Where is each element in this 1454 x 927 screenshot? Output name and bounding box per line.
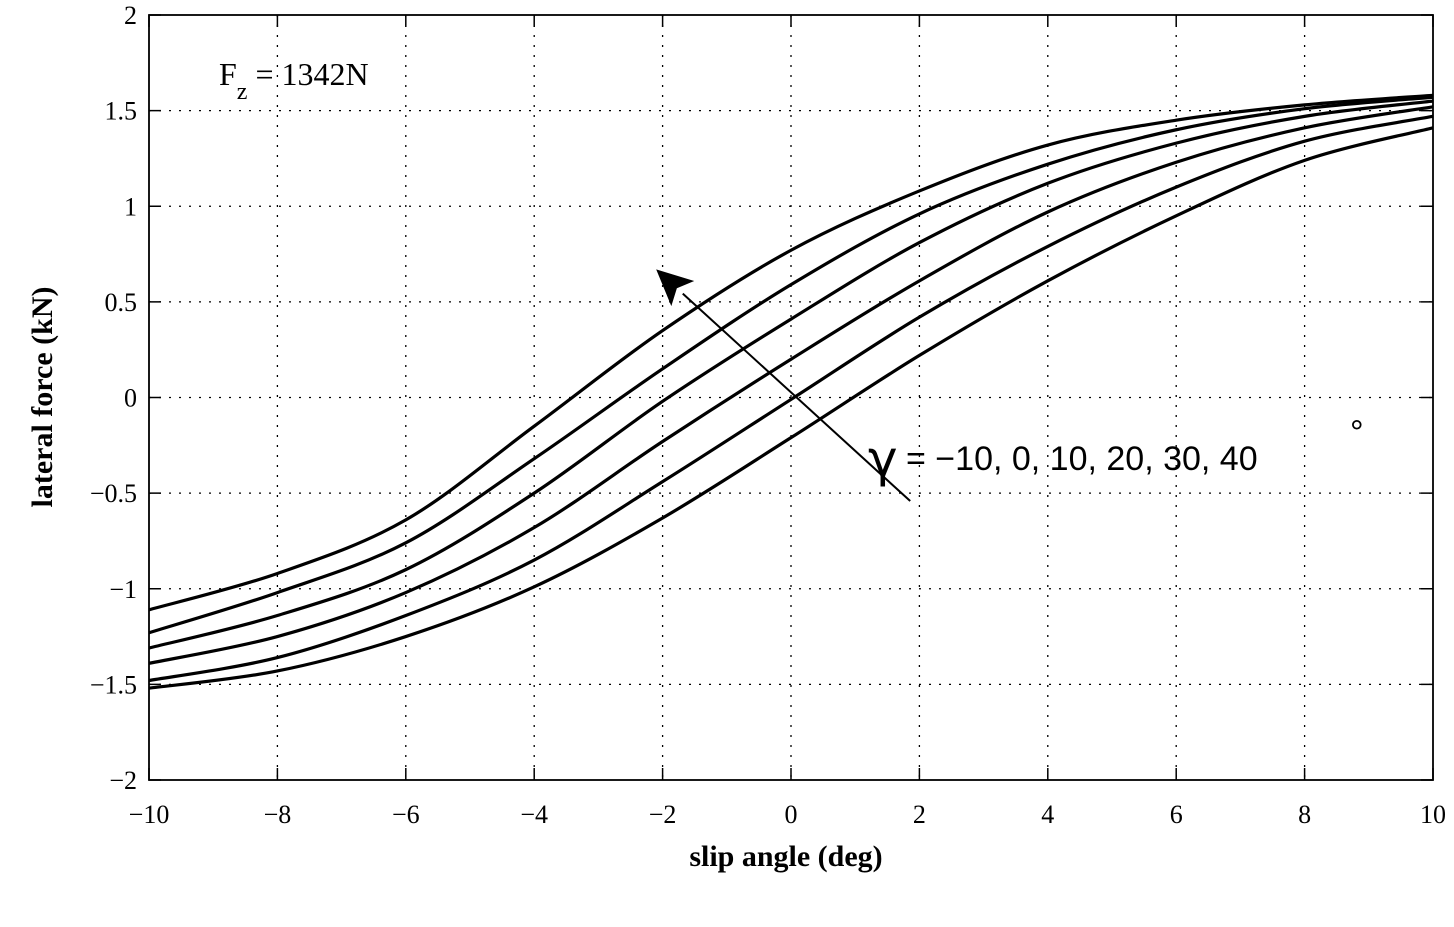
y-tick-label: 1.5 (105, 97, 138, 126)
normal-load-annotation: Fz = 1342N (219, 56, 369, 105)
x-tick-labels: −10 −8 −6 −4 −2 0 2 4 6 8 10 (129, 800, 1446, 829)
degree-symbol: ° (1350, 414, 1364, 452)
y-tick-label: −1 (109, 575, 137, 604)
normal-load-prefix: F (219, 56, 237, 92)
normal-load-subscript: z (237, 79, 248, 105)
arrow-head (656, 269, 695, 307)
y-tick-label: 0 (124, 384, 137, 413)
x-tick-label: 0 (785, 800, 798, 829)
y-axis-label: lateral force (kN) (26, 286, 59, 507)
y-tick-label: −2 (109, 766, 137, 795)
camber-annotation: γ = −10, 0, 10, 20, 30, 40 ° (868, 414, 1364, 488)
x-tick-label: 10 (1420, 800, 1446, 829)
y-tick-label: −0.5 (90, 479, 137, 508)
x-tick-label: −8 (264, 800, 292, 829)
y-tick-labels: −2 −1.5 −1 −0.5 0 0.5 1 1.5 2 (90, 1, 137, 795)
x-tick-label: −2 (649, 800, 677, 829)
camber-curve-1 (148, 93, 1434, 612)
camber-curve-2 (148, 95, 1434, 635)
y-tick-label: 2 (124, 1, 137, 30)
axis-ticks (148, 14, 1434, 781)
camber-curve-3 (148, 99, 1434, 650)
x-axis-label: slip angle (deg) (689, 840, 882, 873)
x-tick-label: 4 (1041, 800, 1054, 829)
camber-curve-4 (148, 105, 1434, 665)
x-tick-label: 8 (1298, 800, 1311, 829)
camber-curve-6 (148, 126, 1434, 690)
grid (149, 15, 1433, 780)
camber-arrow (656, 269, 911, 502)
y-tick-label: 0.5 (105, 288, 138, 317)
camber-curve-5 (148, 114, 1434, 683)
gamma-symbol: γ (868, 430, 898, 488)
x-tick-label: 6 (1170, 800, 1183, 829)
x-tick-label: −4 (520, 800, 548, 829)
y-tick-label: −1.5 (90, 670, 137, 699)
x-tick-label: −6 (392, 800, 420, 829)
arrow-shaft (682, 292, 911, 502)
x-tick-label: −10 (129, 800, 170, 829)
x-tick-label: 2 (913, 800, 926, 829)
camber-values: = −10, 0, 10, 20, 30, 40 (906, 440, 1258, 478)
normal-load-value: = 1342N (247, 56, 368, 92)
y-tick-label: 1 (124, 192, 137, 221)
curves (148, 93, 1434, 690)
